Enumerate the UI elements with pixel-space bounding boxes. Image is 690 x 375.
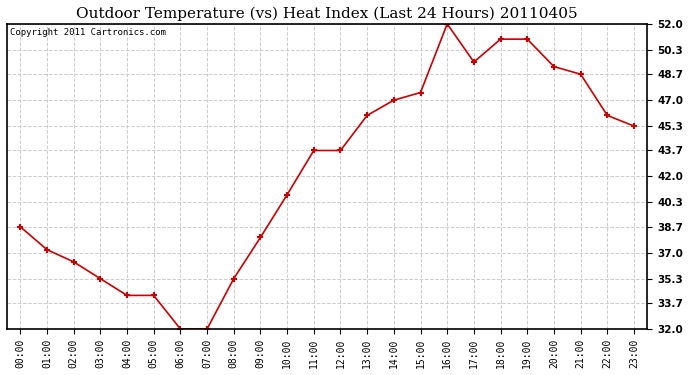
Text: Copyright 2011 Cartronics.com: Copyright 2011 Cartronics.com (10, 28, 166, 38)
Title: Outdoor Temperature (vs) Heat Index (Last 24 Hours) 20110405: Outdoor Temperature (vs) Heat Index (Las… (77, 7, 578, 21)
